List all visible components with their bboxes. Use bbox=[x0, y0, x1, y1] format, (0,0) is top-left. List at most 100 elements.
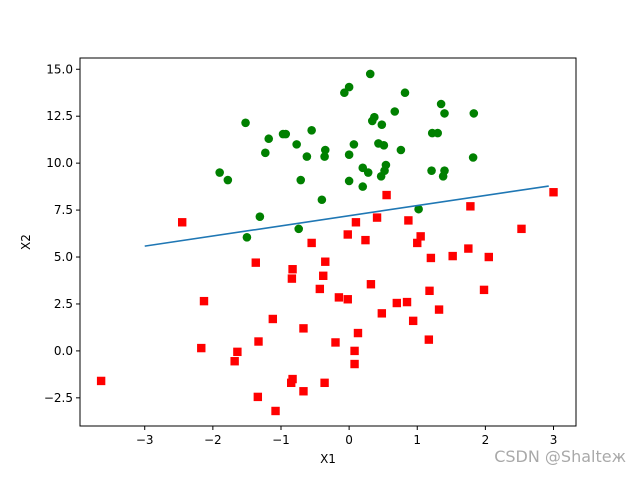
class-0-point bbox=[278, 129, 288, 139]
class-1-point bbox=[382, 190, 391, 200]
class-0-point bbox=[396, 145, 406, 155]
x-axis-ticks: −3 −2 −1 0 1 2 3 bbox=[136, 426, 557, 447]
class-1-point bbox=[549, 188, 558, 197]
x-tick-label: −2 bbox=[204, 433, 222, 447]
class-0-point bbox=[261, 148, 270, 158]
class-0-point bbox=[377, 120, 387, 129]
class-0-point bbox=[400, 88, 410, 98]
class-1-point bbox=[366, 280, 376, 289]
class-1-point bbox=[197, 343, 206, 353]
class-1-point bbox=[230, 357, 239, 366]
class-1-point bbox=[307, 238, 316, 248]
class-0-point bbox=[468, 153, 478, 162]
x-tick-label: −1 bbox=[272, 433, 290, 447]
class-1-point bbox=[372, 213, 382, 222]
class-1-point bbox=[404, 216, 413, 225]
class-0-point bbox=[344, 82, 354, 92]
class-1-point bbox=[392, 298, 402, 308]
class-0-point bbox=[440, 109, 449, 118]
fit-line-group bbox=[144, 185, 549, 247]
class-0-point bbox=[215, 168, 224, 177]
class-1-point bbox=[319, 271, 328, 280]
y-tick-label: 5.0 bbox=[54, 250, 73, 264]
class-1-point bbox=[253, 392, 263, 402]
class-1-point bbox=[425, 286, 434, 296]
y-tick-label: 0.0 bbox=[54, 344, 73, 358]
class-1-point bbox=[434, 305, 444, 314]
class-0-point bbox=[241, 118, 250, 128]
y-axis-ticks: −2.5 0.0 2.5 5.0 7.5 10.0 12.5 15.0 bbox=[44, 62, 80, 405]
class-0-point bbox=[367, 116, 377, 126]
class-1-point bbox=[413, 238, 422, 248]
class-0-point bbox=[320, 152, 329, 161]
class-1-point bbox=[377, 309, 387, 318]
class-1-point bbox=[233, 347, 242, 357]
class-0-point bbox=[379, 141, 389, 150]
class-1-point bbox=[287, 378, 296, 388]
x-tick-label: 2 bbox=[482, 433, 490, 447]
class-1-point bbox=[353, 328, 363, 338]
x-tick-label: 0 bbox=[345, 433, 353, 447]
class-1-point bbox=[320, 378, 329, 388]
class-0-point bbox=[363, 168, 373, 177]
class-1-point bbox=[343, 230, 352, 239]
class-0-point bbox=[296, 175, 306, 185]
class-1-point bbox=[416, 232, 425, 241]
class-0-point bbox=[255, 212, 265, 221]
class-1-point bbox=[464, 244, 473, 253]
class-0-point bbox=[433, 128, 442, 138]
x-axis-label: X1 bbox=[320, 452, 336, 466]
watermark: CSDN @Shaltеж bbox=[494, 447, 626, 466]
class-0-point bbox=[223, 175, 233, 185]
class-0-point bbox=[469, 109, 479, 118]
y-tick-label: 12.5 bbox=[46, 109, 73, 123]
class-1-point bbox=[334, 293, 344, 302]
class-1-point bbox=[315, 284, 325, 294]
class-1-point bbox=[350, 346, 359, 356]
class-0-point bbox=[302, 152, 312, 161]
y-tick-label: 7.5 bbox=[54, 203, 73, 217]
class-1-point bbox=[402, 297, 412, 307]
class-0-point bbox=[365, 69, 375, 79]
class-0-point bbox=[344, 150, 354, 159]
y-tick-label: 15.0 bbox=[46, 62, 73, 76]
y-axis-label: X2 bbox=[19, 234, 33, 250]
class-1-point bbox=[343, 295, 352, 304]
data-points bbox=[96, 69, 558, 416]
class-1-point bbox=[408, 316, 418, 326]
class-0-point bbox=[340, 88, 349, 98]
axes-frame bbox=[79, 57, 577, 427]
class-1-point bbox=[177, 218, 187, 227]
class-1-point bbox=[299, 324, 308, 333]
class-0-point bbox=[390, 107, 400, 116]
class-0-point bbox=[317, 195, 327, 205]
class-0-point bbox=[376, 171, 386, 181]
class-0-point bbox=[344, 176, 354, 186]
class-1-point bbox=[199, 296, 209, 306]
class-0-point bbox=[358, 182, 368, 191]
class-1-point bbox=[517, 224, 526, 234]
class-0-point bbox=[242, 233, 252, 242]
class-0-point bbox=[264, 134, 274, 144]
class-1-point bbox=[299, 387, 308, 396]
class-0-point bbox=[436, 99, 446, 109]
class-1-point bbox=[254, 337, 263, 346]
class-1-point bbox=[350, 359, 359, 369]
class-1-point bbox=[321, 257, 330, 266]
decision-boundary-line bbox=[144, 185, 549, 247]
class-1-point bbox=[351, 218, 361, 227]
class-0-point bbox=[292, 140, 301, 149]
class-0-point bbox=[438, 171, 448, 181]
x-tick-label: −3 bbox=[136, 433, 154, 447]
class-1-point bbox=[331, 338, 340, 347]
y-tick-label: 2.5 bbox=[54, 297, 73, 311]
class-1-point bbox=[448, 251, 457, 261]
class-1-point bbox=[424, 335, 434, 344]
y-tick-label: −2.5 bbox=[44, 391, 73, 405]
x-tick-label: 1 bbox=[413, 433, 421, 447]
y-tick-label: 10.0 bbox=[46, 156, 73, 170]
class-0-point bbox=[349, 140, 359, 149]
x-tick-label: 3 bbox=[550, 433, 558, 447]
